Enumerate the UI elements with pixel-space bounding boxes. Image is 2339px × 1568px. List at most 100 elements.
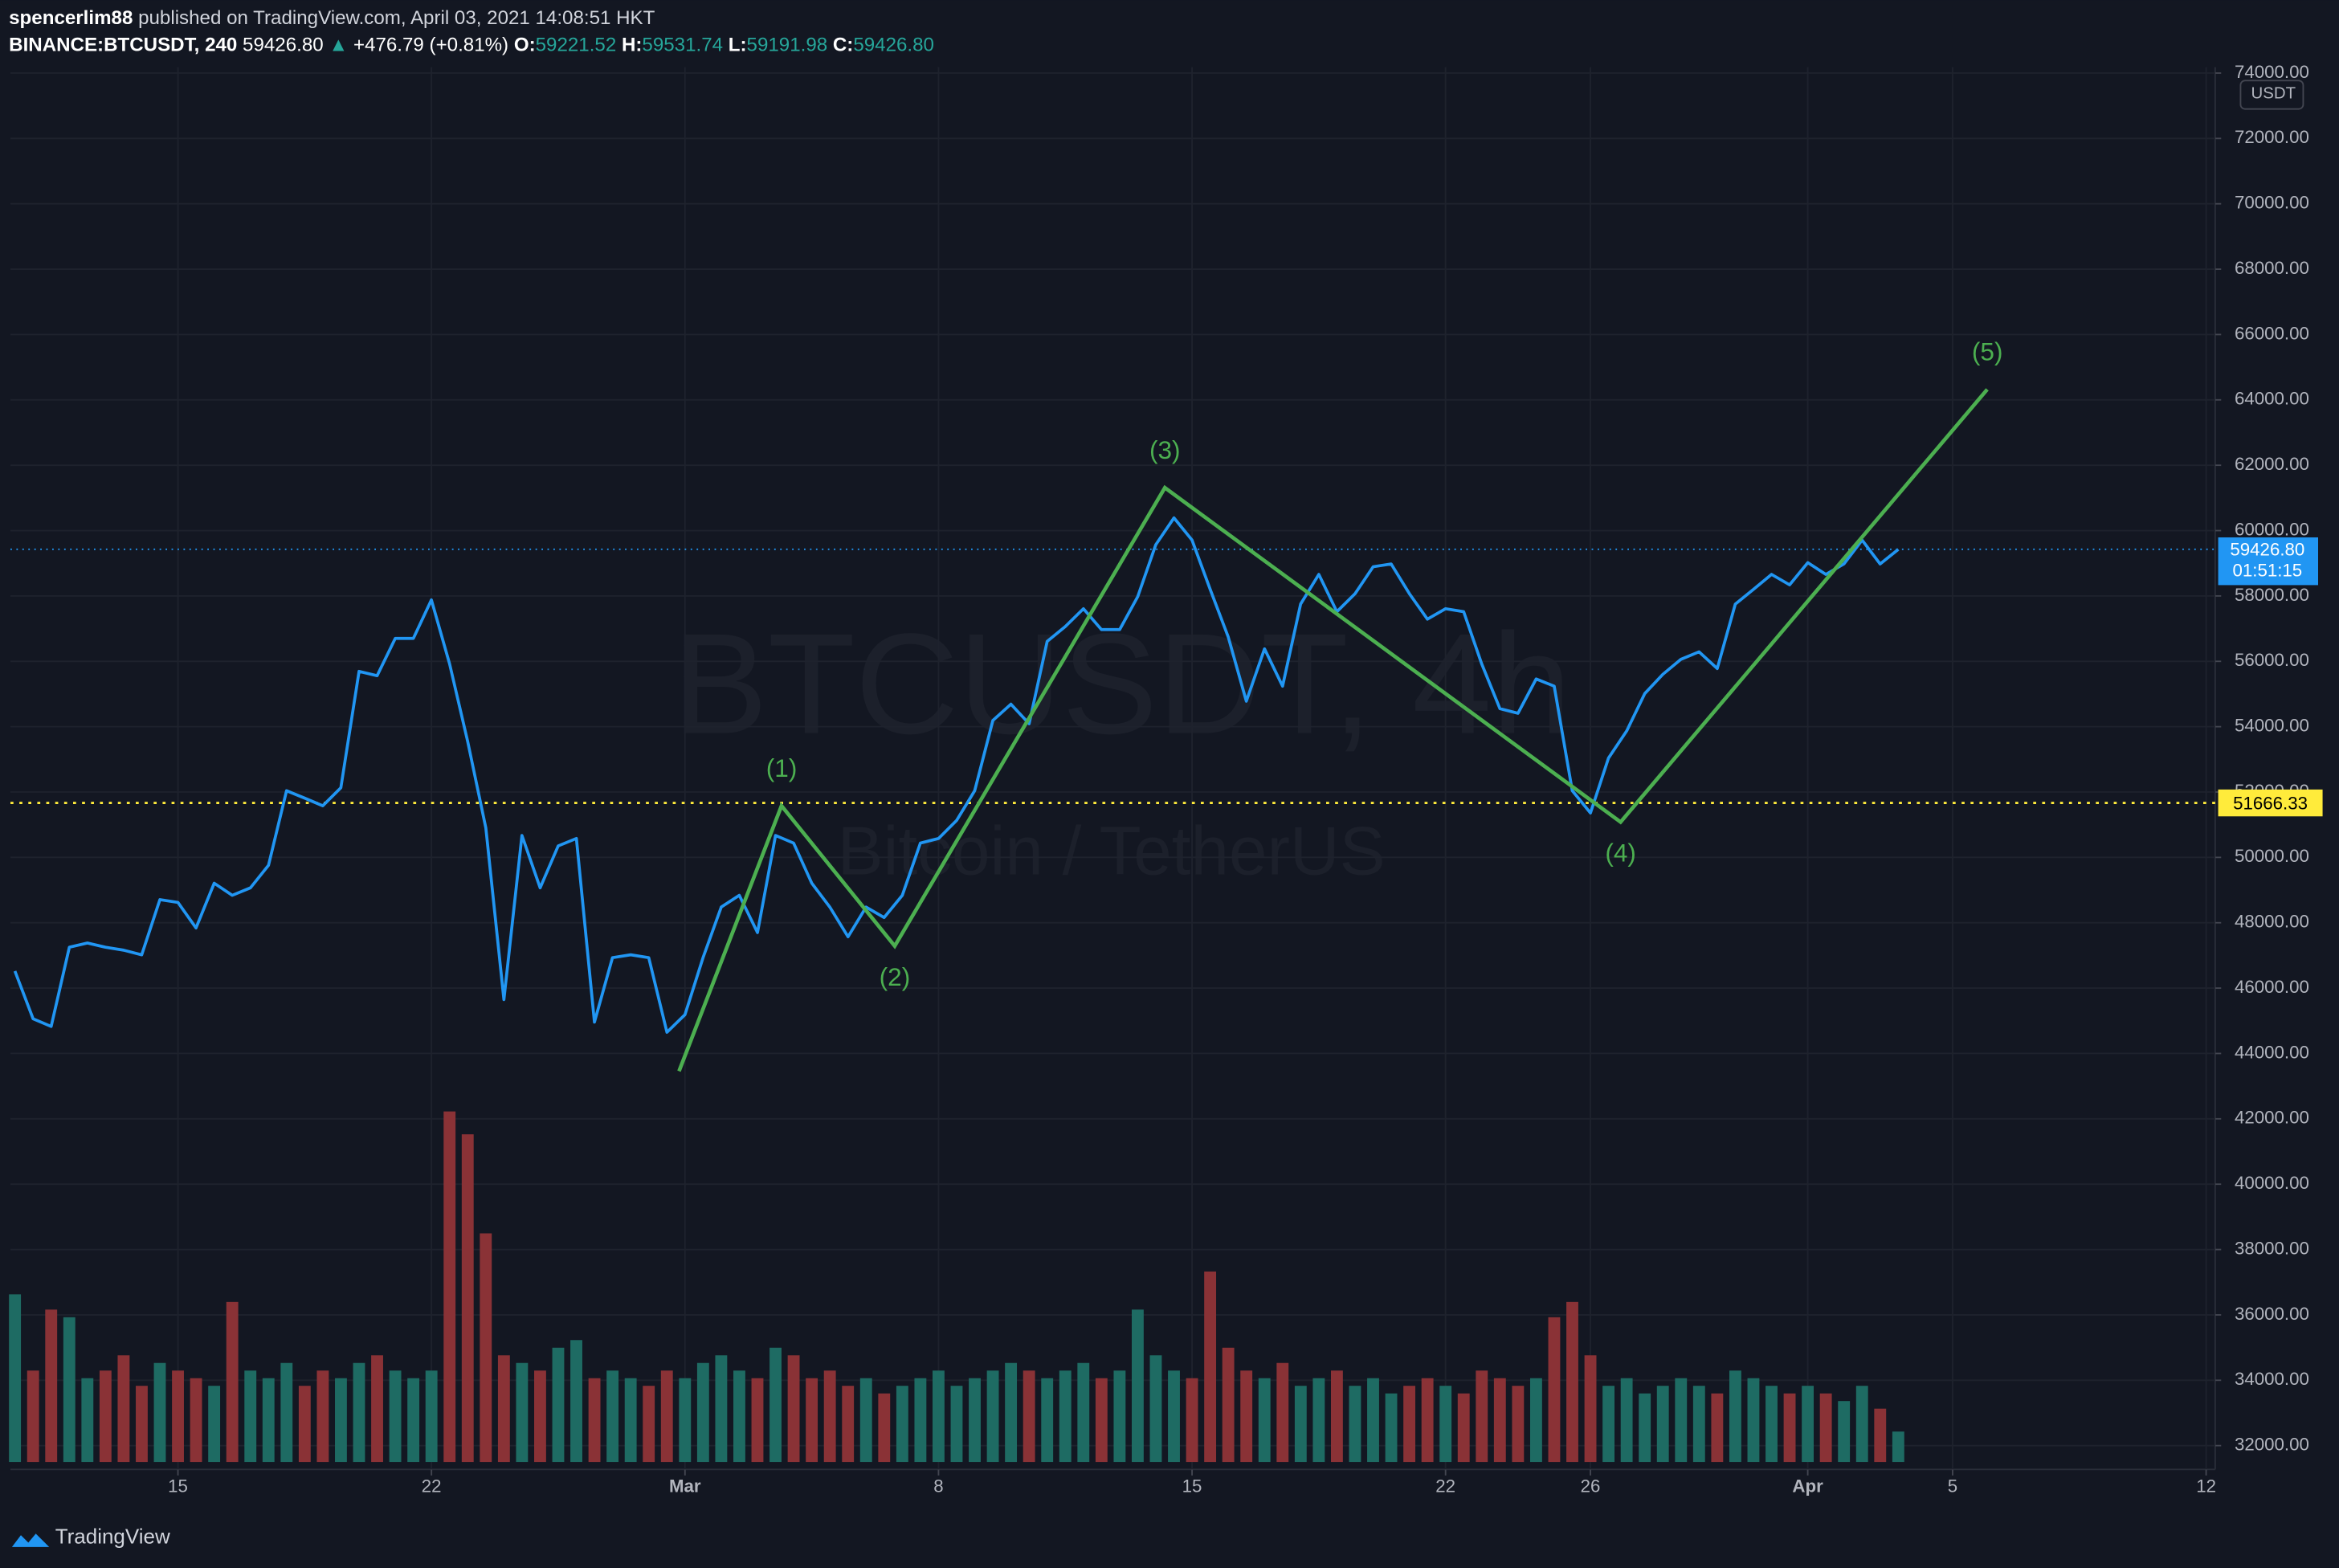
x-tick-label: 22 bbox=[422, 1476, 442, 1497]
volume-bar bbox=[896, 1386, 908, 1463]
volume-bar bbox=[1131, 1309, 1144, 1463]
y-tick-label: 42000.00 bbox=[2235, 1108, 2309, 1128]
volume-bar bbox=[1692, 1386, 1705, 1463]
x-tick-label: 15 bbox=[168, 1476, 188, 1497]
volume-bar bbox=[1892, 1431, 1904, 1463]
volume-bar bbox=[27, 1370, 39, 1463]
volume-bar bbox=[1711, 1393, 1724, 1463]
y-tick-label: 62000.00 bbox=[2235, 454, 2309, 474]
volume-bar bbox=[1566, 1301, 1578, 1463]
volume-bar bbox=[1656, 1386, 1669, 1463]
volume-bar bbox=[733, 1370, 745, 1463]
volume-bar bbox=[1403, 1386, 1416, 1463]
volume-bar bbox=[1421, 1378, 1434, 1463]
brand: TradingView bbox=[55, 1525, 170, 1549]
change: +476.79 (+0.81%) bbox=[353, 35, 508, 56]
volume-bar bbox=[660, 1370, 673, 1463]
volume-bar bbox=[878, 1393, 891, 1463]
y-tick-label: 44000.00 bbox=[2235, 1042, 2309, 1062]
y-tick-label: 72000.00 bbox=[2235, 127, 2309, 147]
volume-bar bbox=[1367, 1378, 1379, 1463]
header-line: spencerlim88 published on TradingView.co… bbox=[9, 8, 655, 30]
wave-label: (3) bbox=[1149, 435, 1181, 464]
y-tick-label: 74000.00 bbox=[2235, 62, 2309, 82]
wave-label: (4) bbox=[1605, 839, 1636, 868]
volume-bar bbox=[371, 1355, 383, 1463]
volume-bar bbox=[172, 1370, 184, 1463]
y-tick-label: 66000.00 bbox=[2235, 323, 2309, 343]
watermark-description: Bitcoin / TetherUS bbox=[838, 814, 1386, 890]
volume-bar bbox=[1476, 1370, 1488, 1463]
volume-bar bbox=[1222, 1347, 1235, 1463]
wave-line bbox=[677, 388, 1989, 1072]
legend-line: BINANCE:BTCUSDT, 240 59426.80 ▲ +476.79 … bbox=[9, 35, 934, 56]
volume-bar bbox=[1747, 1378, 1760, 1463]
volume-bar bbox=[1802, 1386, 1814, 1463]
volume-bar bbox=[588, 1378, 601, 1463]
x-tick-label: 5 bbox=[1948, 1476, 1957, 1497]
arrow: ▲ bbox=[329, 35, 348, 56]
x-tick-label: 26 bbox=[1581, 1476, 1601, 1497]
volume-bar bbox=[624, 1378, 637, 1463]
volume-bar bbox=[1783, 1393, 1796, 1463]
volume-bar bbox=[715, 1355, 728, 1463]
price-label: 59426.80 bbox=[2230, 540, 2304, 560]
x-tick-label: 15 bbox=[1182, 1476, 1202, 1497]
volume-bar bbox=[407, 1378, 420, 1463]
ohlc-label: O: bbox=[514, 35, 536, 56]
volume-bar bbox=[1077, 1362, 1090, 1463]
y-tick-label: 34000.00 bbox=[2235, 1369, 2309, 1389]
level-label-box bbox=[2218, 789, 2323, 817]
y-tick-label: 36000.00 bbox=[2235, 1304, 2309, 1324]
volume-bar bbox=[1874, 1408, 1887, 1463]
price-series bbox=[13, 516, 1900, 1034]
y-tick-label: 40000.00 bbox=[2235, 1173, 2309, 1193]
y-tick-label: 46000.00 bbox=[2235, 977, 2309, 997]
volume-bar bbox=[1059, 1370, 1072, 1463]
volume-bar bbox=[842, 1386, 855, 1463]
volume-bar bbox=[480, 1233, 492, 1463]
volume-bar bbox=[1312, 1378, 1325, 1463]
ohlc-label: C: bbox=[833, 35, 853, 56]
logo-icon bbox=[11, 1533, 50, 1547]
y-tick-label: 50000.00 bbox=[2235, 846, 2309, 866]
ohlc-value: 59221.52 bbox=[536, 35, 617, 56]
ohlc-value: 59531.74 bbox=[642, 35, 723, 56]
countdown: 01:51:15 bbox=[2233, 561, 2303, 581]
y-tick-label: 58000.00 bbox=[2235, 585, 2309, 605]
volume-bar bbox=[1529, 1378, 1542, 1463]
volume-bar bbox=[679, 1378, 692, 1463]
volume-bar bbox=[63, 1317, 76, 1463]
volume-bar bbox=[1729, 1370, 1741, 1463]
volume-bar bbox=[1258, 1378, 1271, 1463]
volume-bar bbox=[914, 1378, 927, 1463]
volume-bar bbox=[190, 1378, 202, 1463]
volume-bar bbox=[1385, 1393, 1398, 1463]
volume-bar bbox=[9, 1294, 22, 1463]
volume-bar bbox=[1005, 1362, 1018, 1463]
volume-bar bbox=[1276, 1362, 1289, 1463]
volume-bar bbox=[1548, 1317, 1561, 1463]
x-tick-label: Apr bbox=[1792, 1476, 1823, 1497]
volume-bar bbox=[136, 1386, 148, 1463]
volume-bar bbox=[1819, 1393, 1832, 1463]
volume-bar bbox=[226, 1301, 239, 1463]
volume-bar bbox=[643, 1386, 655, 1463]
volume-bar bbox=[552, 1347, 565, 1463]
volume-bar bbox=[1457, 1393, 1470, 1463]
volume-bar bbox=[280, 1362, 293, 1463]
author: spencerlim88 bbox=[9, 8, 133, 30]
y-tick-label: 48000.00 bbox=[2235, 912, 2309, 932]
volume-bar bbox=[950, 1386, 963, 1463]
volume-bar bbox=[1493, 1378, 1506, 1463]
volume-bar bbox=[1168, 1370, 1180, 1463]
x-tick-label: 22 bbox=[1435, 1476, 1455, 1497]
volume-bar bbox=[262, 1378, 275, 1463]
x-tick-label: Mar bbox=[669, 1476, 701, 1497]
volume-bar bbox=[1023, 1370, 1035, 1463]
ohlc-value: 59191.98 bbox=[747, 35, 828, 56]
volume-bar bbox=[1620, 1378, 1633, 1463]
volume-bar bbox=[1584, 1355, 1597, 1463]
volume-bar bbox=[81, 1378, 94, 1463]
